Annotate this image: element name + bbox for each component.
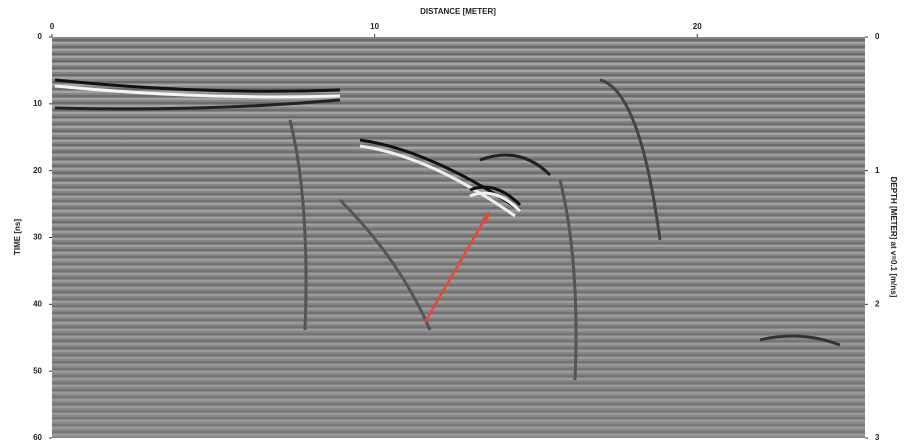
x-axis-title: DISTANCE [METER] (420, 7, 496, 16)
y-tick-label: 0 (38, 32, 43, 41)
y-tick-label: 20 (33, 166, 42, 175)
y2-tick-label: 3 (875, 433, 880, 442)
y-tick-label: 30 (33, 233, 42, 242)
y2-tick-label: 1 (875, 166, 880, 175)
chart: DISTANCE [METER] TIME [ns] DEPTH [METER]… (0, 0, 908, 443)
y-tick-label: 50 (33, 366, 42, 375)
y-tick-label: 40 (33, 299, 42, 308)
y2-axis-label: DEPTH [METER] at v=0.1 [m/ns] (889, 177, 898, 298)
y2-tick-label: 0 (875, 32, 880, 41)
y2-tick-label: 2 (875, 299, 880, 308)
x-tick-label: 20 (693, 22, 702, 31)
radargram (52, 37, 865, 438)
y-tick-label: 10 (33, 99, 42, 108)
x-tick-label: 0 (50, 22, 55, 31)
y-tick-label: 60 (33, 433, 42, 442)
y-axis-label: TIME [ns] (13, 219, 22, 255)
x-tick-label: 10 (370, 22, 379, 31)
